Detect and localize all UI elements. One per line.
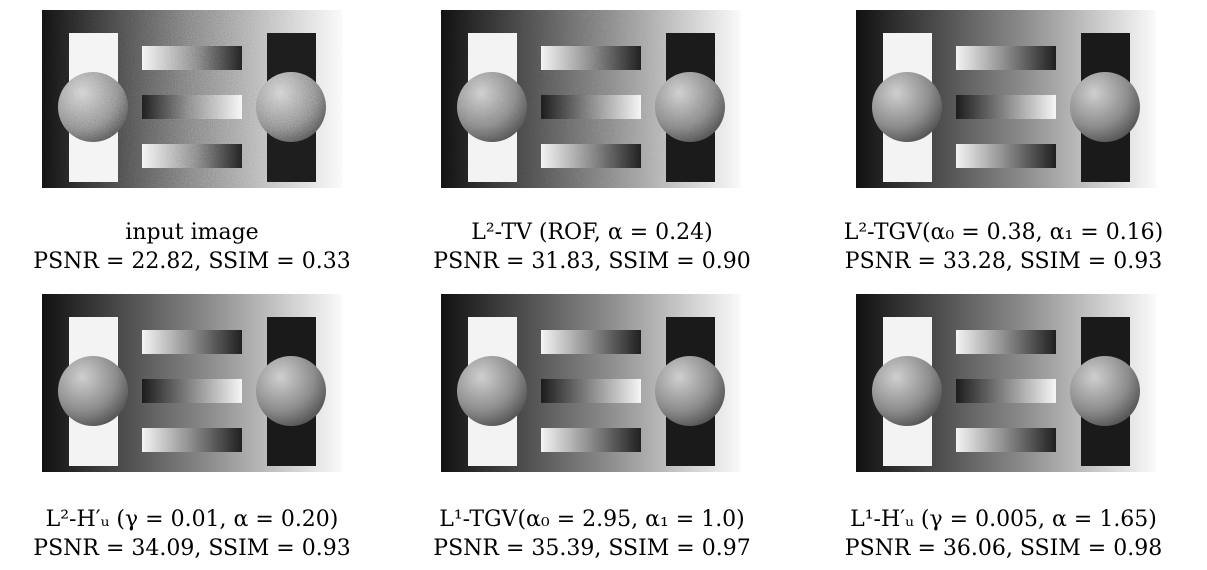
image-stripe-top [956,330,1056,354]
image-stripe-middle [956,379,1056,403]
caption-label: L¹-TGV(α₀ = 2.95, α₁ = 1.0) [439,507,745,532]
caption-l2-tgv: L²-TGV(α₀ = 0.38, α₁ = 0.16) PSNR = 33.2… [800,218,1207,276]
caption-metrics: PSNR = 36.06, SSIM = 0.98 [844,536,1163,561]
image-stripe-bottom [142,428,242,452]
image-noise-overlay [441,10,741,188]
image-sphere-right [1070,72,1140,142]
image-stripe-middle [142,379,242,403]
caption-metrics: PSNR = 35.39, SSIM = 0.97 [433,536,751,561]
image-stripe-bottom [956,428,1056,452]
panel-image-l2-hu [42,294,342,472]
image-sphere-left [58,356,128,426]
image-stripe-top [541,330,641,354]
image-stripe-middle [541,379,641,403]
caption-input: input image PSNR = 22.82, SSIM = 0.33 [0,218,384,276]
caption-label: L²-TGV(α₀ = 0.38, α₁ = 0.16) [843,220,1164,245]
panel-image-l2-tv [441,10,741,188]
panel-image-input [42,10,342,188]
caption-label: L¹-H′ᵤ (γ = 0.005, α = 1.65) [850,507,1157,532]
image-stripe-bottom [956,144,1056,168]
image-stripe-middle [956,95,1056,119]
image-sphere-right [256,356,326,426]
image-sphere-right [655,356,725,426]
image-stripe-bottom [541,428,641,452]
caption-metrics: PSNR = 31.83, SSIM = 0.90 [433,249,751,274]
image-sphere-left [872,72,942,142]
image-noise-overlay [42,10,342,188]
caption-l1-tgv: L¹-TGV(α₀ = 2.95, α₁ = 1.0) PSNR = 35.39… [392,505,792,563]
denoised-image [441,294,741,472]
image-sphere-left [457,356,527,426]
denoised-image [42,294,342,472]
image-sphere-right [1070,356,1140,426]
image-stripe-top [142,330,242,354]
caption-metrics: PSNR = 34.09, SSIM = 0.93 [33,536,351,561]
caption-l2-hu: L²-H′ᵤ (γ = 0.01, α = 0.20) PSNR = 34.09… [0,505,384,563]
denoised-image [856,294,1156,472]
denoised-image [42,10,342,188]
caption-label: L²-TV (ROF, α = 0.24) [471,220,713,245]
caption-metrics: PSNR = 33.28, SSIM = 0.93 [844,249,1163,274]
caption-label: input image [125,220,259,245]
caption-l1-hu: L¹-H′ᵤ (γ = 0.005, α = 1.65) PSNR = 36.0… [800,505,1207,563]
denoised-image [856,10,1156,188]
panel-image-l1-tgv [441,294,741,472]
image-sphere-left [872,356,942,426]
caption-label: L²-H′ᵤ (γ = 0.01, α = 0.20) [45,507,339,532]
panel-image-l2-tgv [856,10,1156,188]
denoised-image [441,10,741,188]
caption-metrics: PSNR = 22.82, SSIM = 0.33 [33,249,351,274]
panel-image-l1-hu [856,294,1156,472]
image-stripe-top [956,46,1056,70]
caption-l2-tv: L²-TV (ROF, α = 0.24) PSNR = 31.83, SSIM… [392,218,792,276]
